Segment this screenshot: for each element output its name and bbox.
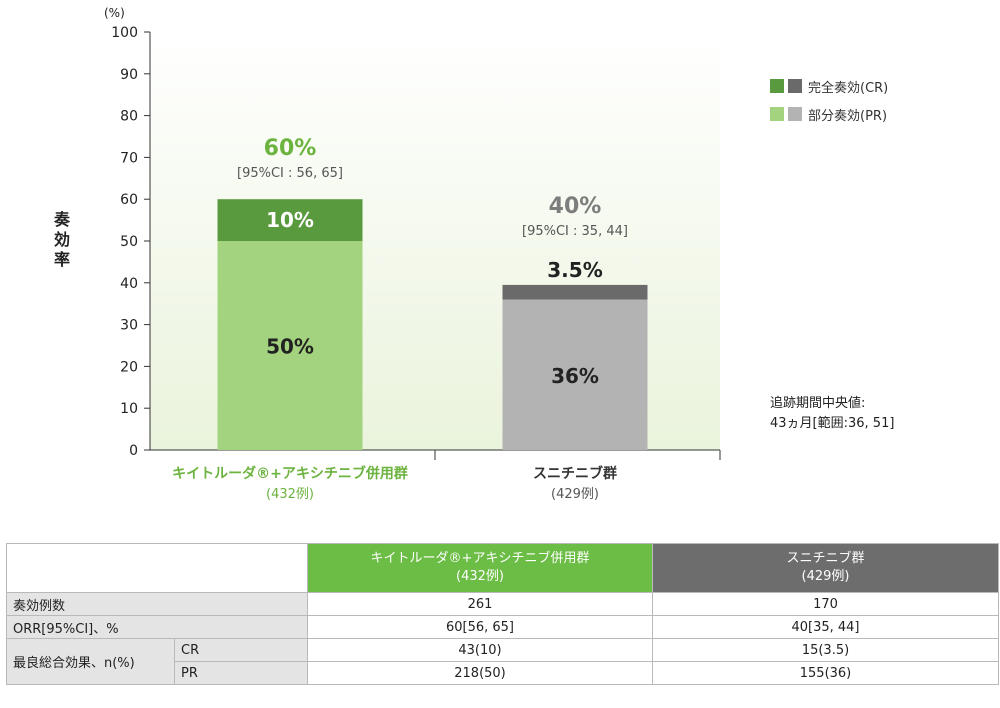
total-label: 60% [264, 136, 317, 161]
table-cell-suni: 15(3.5) [652, 638, 999, 662]
table-row: ORR[95%CI]、% 60[56, 65] 40[35, 44] [6, 615, 999, 639]
y-tick-label: 10 [120, 401, 138, 417]
y-tick-label: 50 [120, 234, 138, 250]
legend-swatch-cr-suni [788, 79, 802, 93]
legend-swatch-cr-combo [770, 79, 784, 93]
y-tick-label: 0 [129, 443, 138, 459]
legend-swatch-pr-suni [788, 107, 802, 121]
bar-segment [502, 299, 648, 450]
data-label-pr: 36% [551, 364, 599, 388]
table-subrow-label: PR [174, 661, 308, 685]
y-tick-label: 30 [120, 318, 138, 334]
table-cell-suni: 170 [652, 592, 999, 616]
followup-line-1: 追跡期間中央値: [770, 396, 866, 411]
legend: 完全奏効(CR) 部分奏効(PR) [770, 76, 888, 132]
table-cell-combo: 261 [307, 592, 653, 616]
y-tick-label: 70 [120, 150, 138, 166]
y-axis-label: 奏効率 [54, 210, 71, 269]
table-header-combo-name: キイトルーダ®+アキシチニブ併用群 [370, 551, 590, 566]
legend-swatch-pr-combo [770, 107, 784, 121]
y-tick-label: 100 [111, 25, 138, 41]
category-label: キイトルーダ®+アキシチニブ併用群 [172, 465, 408, 482]
table-header-suni: スニチニブ群 (429例) [652, 543, 999, 593]
bar-segment [217, 199, 363, 241]
table-header-suni-name: スニチニブ群 [786, 551, 865, 566]
legend-label-pr: 部分奏効(PR) [808, 108, 888, 124]
response-rate-chart: 0 10 20 30 40 50 60 70 80 90 100 50% 10% 60% [95%CI :… [111, 25, 721, 502]
bar-segment [217, 241, 363, 450]
category-n-label: (432例) [266, 487, 314, 502]
axes: 0 10 20 30 40 50 60 70 80 90 100 [111, 25, 721, 460]
y-tick-label: 60 [120, 192, 138, 208]
followup-line-2: 43ヵ月[範囲:36, 51] [770, 416, 895, 431]
legend-label-cr: 完全奏効(CR) [808, 80, 889, 96]
data-label-cr: 10% [266, 208, 314, 232]
table-row: 最良総合効果、n(%) CR 43(10) 15(3.5) [6, 638, 999, 685]
total-label: 40% [549, 194, 602, 219]
table-header-combo: キイトルーダ®+アキシチニブ併用群 (432例) [307, 543, 653, 593]
bar-segment [502, 284, 648, 300]
y-tick-label: 40 [120, 276, 138, 292]
y-tick-label: 80 [120, 109, 138, 125]
table-header-combo-n: (432例) [456, 569, 504, 584]
table-header-empty [6, 543, 308, 593]
legend-item-cr: 完全奏効(CR) [770, 76, 888, 96]
table-cell-suni: 40[35, 44] [652, 615, 999, 639]
table-row-label: ORR[95%CI]、% [6, 615, 308, 639]
y-unit-label: (%) [104, 6, 125, 20]
ci-label: [95%CI : 56, 65] [237, 166, 343, 181]
table-cell-combo: 43(10) [307, 638, 653, 662]
table-cell-combo: 218(50) [307, 661, 653, 685]
data-label-pr: 50% [266, 335, 314, 359]
table-row-label-best-response: 最良総合効果、n(%) [6, 638, 175, 685]
ci-label: [95%CI : 35, 44] [522, 224, 628, 239]
table-row: PR 218(50) 155(36) [7, 661, 999, 685]
y-tick-label: 20 [120, 359, 138, 375]
category-n-label: (429例) [551, 487, 599, 502]
category-label: スニチニブ群 [533, 465, 617, 482]
table-row-label: 奏効例数 [6, 592, 308, 616]
legend-item-pr: 部分奏効(PR) [770, 104, 888, 124]
summary-table: キイトルーダ®+アキシチニブ併用群 (432例) スニチニブ群 (429例) 奏… [6, 543, 999, 685]
table-cell-suni: 155(36) [652, 661, 999, 685]
bar-labels: 50% 10% 60% [95%CI : 56, 65] 36% 3.5% 40% [95%C… [237, 136, 628, 388]
table-cell-combo: 60[56, 65] [307, 615, 653, 639]
y-tick-label: 90 [120, 67, 138, 83]
category-labels: キイトルーダ®+アキシチニブ併用群 (432例) スニチニブ群 (429例) [172, 465, 617, 502]
followup-note: 追跡期間中央値: 43ヵ月[範囲:36, 51] [770, 394, 894, 434]
table-subrow-label: CR [174, 638, 308, 662]
bars [217, 199, 648, 450]
table-header-row: キイトルーダ®+アキシチニブ併用群 (432例) スニチニブ群 (429例) [6, 543, 999, 593]
table-row: 奏効例数 261 170 [6, 592, 999, 616]
data-label-cr: 3.5% [547, 258, 602, 282]
table-header-suni-n: (429例) [801, 569, 850, 584]
